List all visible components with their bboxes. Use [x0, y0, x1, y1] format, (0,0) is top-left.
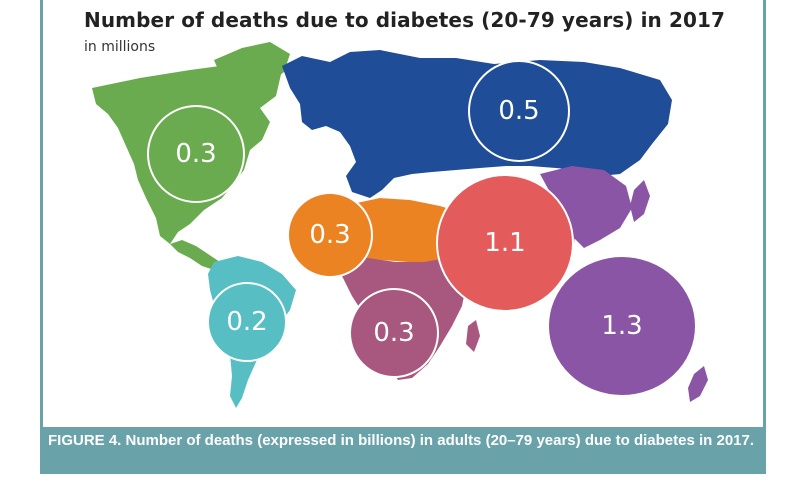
bubble-north-america: 0.3	[147, 105, 245, 203]
bubble-label-north-america: 0.3	[175, 139, 216, 169]
bubble-label-europe: 0.5	[498, 96, 539, 126]
bubble-south-east-asia: 1.1	[436, 174, 574, 312]
bubble-mena: 0.3	[287, 192, 373, 278]
bubble-south-central-america: 0.2	[207, 282, 287, 362]
bubble-europe: 0.5	[468, 60, 570, 162]
map-subtitle: in millions	[84, 39, 156, 55]
greenland-landmass	[214, 42, 290, 94]
central-america-landmass	[170, 240, 220, 270]
bubble-western-pacific: 1.3	[547, 255, 697, 397]
map-title: Number of deaths due to diabetes (20-79 …	[84, 8, 726, 32]
bubble-label-mena: 0.3	[309, 220, 350, 250]
bubble-label-south-east-asia: 1.1	[484, 228, 525, 258]
bubble-label-western-pacific: 1.3	[601, 311, 642, 341]
bubble-africa: 0.3	[349, 288, 439, 378]
madagascar-landmass	[466, 320, 480, 352]
world-map: 0.3 0.2 0.5 0.3 0.3 1.1 1.3	[92, 42, 708, 408]
new-zealand-landmass	[688, 366, 708, 402]
japan-landmass	[630, 180, 650, 222]
western-pacific-landmass	[540, 166, 632, 248]
bubble-label-south-central-america: 0.2	[226, 307, 267, 337]
bubble-label-africa: 0.3	[373, 318, 414, 348]
figure-caption: FIGURE 4. Number of deaths (expressed in…	[40, 427, 766, 474]
caption-text: FIGURE 4. Number of deaths (expressed in…	[48, 432, 755, 449]
